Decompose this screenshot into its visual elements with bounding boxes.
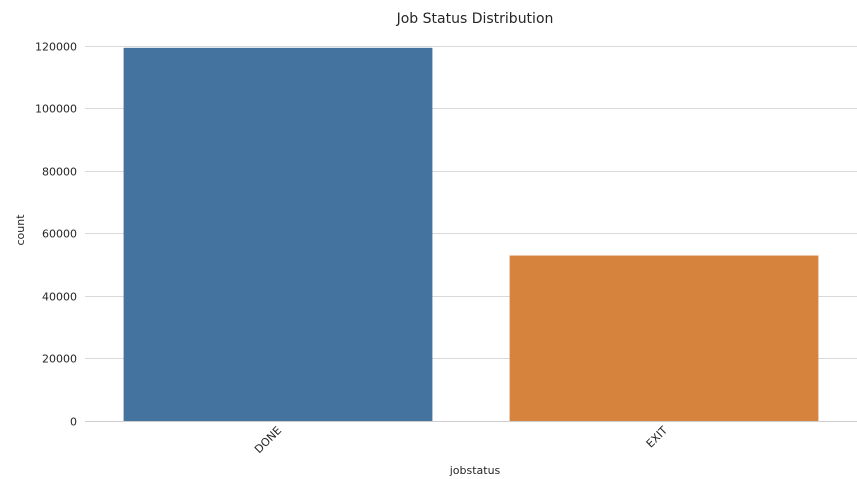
bar-done bbox=[123, 47, 433, 422]
x-tick-label-done: DONE bbox=[252, 424, 284, 456]
y-tick-label: 60000 bbox=[42, 228, 77, 241]
y-tick-label: 120000 bbox=[35, 41, 77, 54]
y-axis-label: count bbox=[14, 214, 27, 246]
y-axis-ticks: 0 20000 40000 60000 80000 100000 120000 bbox=[35, 41, 77, 429]
y-tick-label: 20000 bbox=[42, 353, 77, 366]
bar-exit bbox=[509, 255, 819, 421]
y-tick-label: 40000 bbox=[42, 291, 77, 304]
x-tick-label-exit: EXIT bbox=[644, 424, 671, 451]
chart-title: Job Status Distribution bbox=[396, 11, 554, 27]
x-axis-ticks: DONE EXIT bbox=[252, 424, 670, 456]
y-tick-label: 80000 bbox=[42, 166, 77, 179]
bars bbox=[123, 47, 819, 422]
x-axis-label: jobstatus bbox=[449, 464, 501, 477]
y-tick-label: 100000 bbox=[35, 103, 77, 116]
y-tick-label: 0 bbox=[70, 416, 77, 429]
